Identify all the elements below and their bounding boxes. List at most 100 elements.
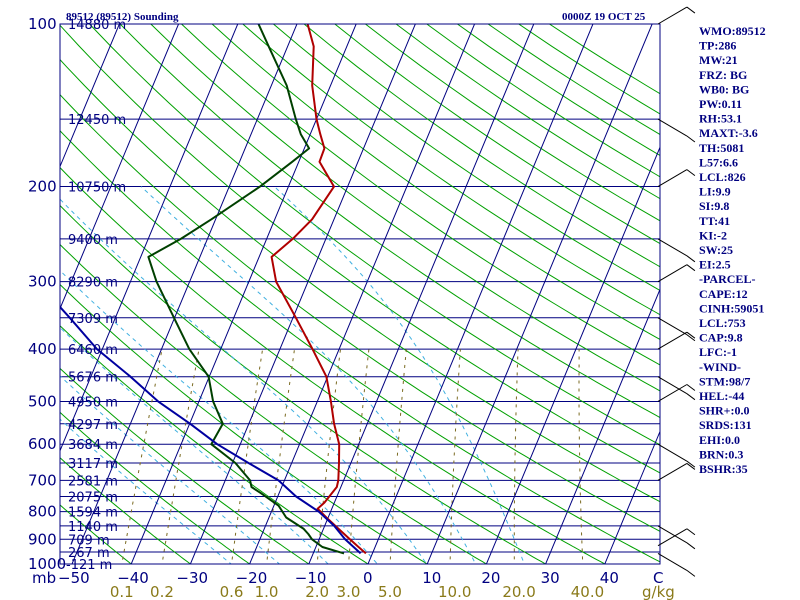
isotherm <box>60 24 239 453</box>
temperature-tick-label: −40 <box>117 569 149 587</box>
isotherm <box>545 288 660 564</box>
mixing-ratio-label: 0.6 <box>220 583 244 600</box>
height-level-label: 4950 m <box>68 395 118 410</box>
mixing-ratio-line <box>449 349 461 564</box>
parcel-profile-line <box>60 305 362 555</box>
dry-adiabat <box>60 411 251 564</box>
moist-adiabat <box>60 198 428 564</box>
pressure-tick-label: 1000 <box>28 555 66 573</box>
index-entry: PW:0.11 <box>699 97 742 111</box>
temperature-tick-label: 40 <box>600 569 619 587</box>
mixing-ratio-line <box>316 349 341 564</box>
index-entry: STM:98/7 <box>699 374 750 388</box>
pressure-tick-label: 500 <box>28 392 57 410</box>
index-entry: CAP:9.8 <box>699 331 743 345</box>
temperature-tick-label: 10 <box>422 569 441 587</box>
wind-barb <box>657 264 696 283</box>
mixing-ratio-label: 3.0 <box>337 583 361 600</box>
dry-adiabat <box>303 24 660 268</box>
wind-barb <box>657 6 696 25</box>
index-entry: TT:41 <box>699 214 730 228</box>
index-entry: HEL:-44 <box>699 389 744 403</box>
dry-adiabat <box>60 93 660 532</box>
height-level-label: 3684 m <box>68 438 118 453</box>
mixing-ratio-label: 1.0 <box>255 583 279 600</box>
isotherm <box>426 24 653 564</box>
mixing-ratio-label: 2.0 <box>305 583 329 600</box>
pressure-tick-label: 600 <box>28 435 57 453</box>
dry-adiabat <box>273 24 660 292</box>
index-entry: BSHR:35 <box>699 462 748 476</box>
height-level-label: 7309 m <box>68 312 118 327</box>
pressure-tick-label: 200 <box>28 178 57 196</box>
mixing-ratio-label: 40.0 <box>571 583 604 600</box>
dry-adiabat <box>60 457 192 564</box>
dry-adiabat <box>181 24 660 366</box>
temperature-profile-line <box>270 24 367 555</box>
mixing-ratio-label: 0.2 <box>150 583 174 600</box>
index-entry: CAPE:12 <box>699 287 748 301</box>
dewpoint-profile-line <box>147 24 345 555</box>
dry-adiabat <box>242 24 660 316</box>
header-title: 89512 (89512) Sounding <box>66 11 179 23</box>
pressure-tick-label: 700 <box>28 471 57 489</box>
index-entry: EI:2.5 <box>699 258 731 272</box>
index-entry: SHR+:0.0 <box>699 404 750 418</box>
index-entry: LCL:753 <box>699 316 746 330</box>
index-entry: -PARCEL- <box>699 272 755 286</box>
isotherm <box>130 24 357 564</box>
wind-barb <box>657 169 696 187</box>
moist-adiabat <box>60 375 281 564</box>
moist-adiabat <box>60 326 329 564</box>
index-entry: MW:21 <box>699 53 738 67</box>
index-entry: SW:25 <box>699 243 733 257</box>
height-level-label: 8290 m <box>68 276 118 291</box>
height-level-label: 709 m <box>68 533 110 548</box>
height-level-label: 14880 m <box>68 18 126 33</box>
index-entry: LCL:826 <box>699 170 746 184</box>
moist-adiabat <box>273 186 525 564</box>
index-entry: MAXT:-3.6 <box>699 126 758 140</box>
wind-barb <box>657 462 696 481</box>
index-entry: SRDS:131 <box>699 418 752 432</box>
isotherm <box>71 24 298 564</box>
header-datetime: 0000Z 19 OCT 25 <box>562 11 646 23</box>
height-level-label: 3117 m <box>68 457 118 472</box>
index-entry: TP:286 <box>699 39 736 53</box>
isotherm <box>367 24 594 564</box>
height-level-label: 1594 m <box>68 506 118 521</box>
wind-barbs <box>657 6 696 577</box>
index-entry: TH:5081 <box>699 141 744 155</box>
index-entry: FRZ: BG <box>699 68 747 82</box>
dry-adiabat <box>60 24 660 474</box>
dry-adiabat <box>60 283 429 564</box>
index-entry: -WIND- <box>699 360 741 374</box>
sounding-profiles <box>60 24 367 555</box>
height-level-label: 2581 m <box>68 474 118 489</box>
wind-barb <box>657 384 696 402</box>
isotherm <box>308 24 535 564</box>
height-level-label: 4297 m <box>68 418 118 433</box>
isotherm <box>604 430 660 564</box>
wind-barb <box>657 525 696 550</box>
mixing-ratio-line <box>121 349 163 564</box>
wind-barb <box>657 331 696 350</box>
height-level-label: 267 m <box>68 546 110 561</box>
height-level-label: 10750 m <box>68 181 126 196</box>
plot-frame <box>59 23 661 565</box>
temperature-tick-label: 30 <box>541 569 560 587</box>
mixing-ratio-label: 20.0 <box>502 583 535 600</box>
index-entry: L57:6.6 <box>699 155 738 169</box>
wind-barb <box>657 553 696 577</box>
index-entry: LFC:-1 <box>699 345 737 359</box>
wind-barb <box>657 443 696 468</box>
height-level-label: 9400 m <box>68 233 118 248</box>
dry-adiabat <box>60 243 488 564</box>
index-entry: BRN:0.3 <box>699 447 743 461</box>
index-entry: CINH:59051 <box>699 301 764 315</box>
dry-adiabat <box>119 24 660 419</box>
index-entry: SI:9.8 <box>699 199 729 213</box>
mixing-ratio-label: 0.1 <box>110 583 134 600</box>
index-entry: LI:9.9 <box>699 185 731 199</box>
